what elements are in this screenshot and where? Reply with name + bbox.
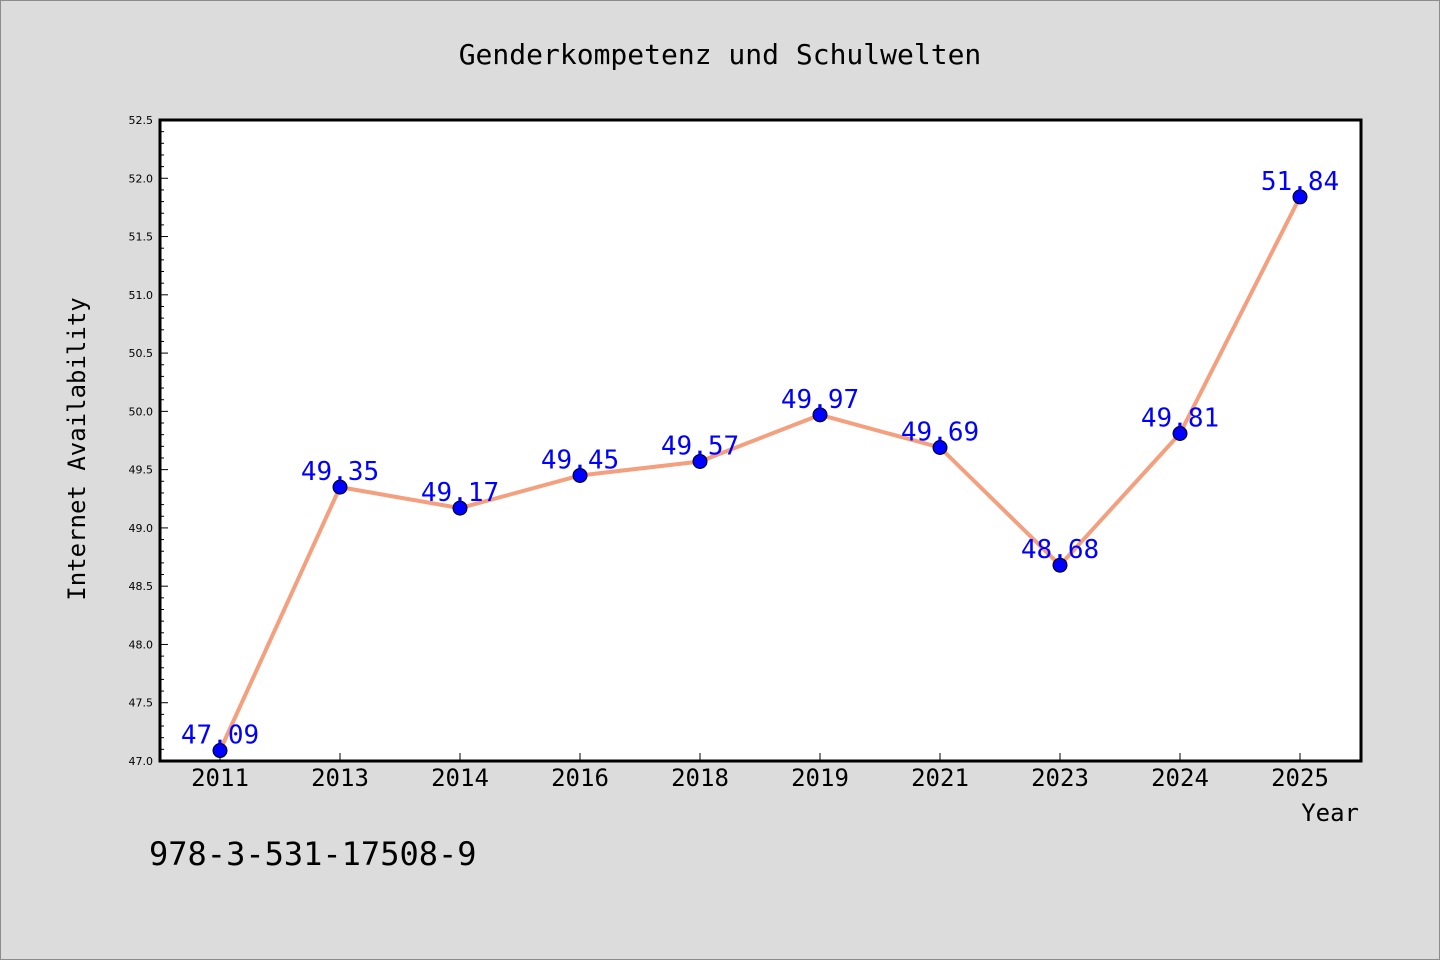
data-label: 49.45	[541, 445, 619, 475]
data-point	[572, 467, 588, 483]
y-tick-label: 51.5	[129, 231, 154, 244]
x-tick-label: 2011	[191, 764, 249, 792]
isbn-text: 978-3-531-17508-9	[149, 835, 477, 873]
x-axis-label: Year	[1301, 799, 1359, 827]
x-tick-label: 2016	[551, 764, 609, 792]
data-label: 48.68	[1021, 535, 1099, 565]
x-tick-label: 2018	[671, 764, 729, 792]
data-point	[812, 407, 828, 423]
data-point	[932, 439, 948, 455]
y-tick-label: 50.5	[129, 347, 154, 360]
data-label: 49.69	[901, 417, 979, 447]
data-markers	[212, 189, 1308, 759]
y-tick-label: 47.0	[129, 755, 154, 768]
x-axis: 2011 2013 2014 2016 2018 2019 2021 2023 2024 2025	[191, 753, 1329, 792]
data-point	[332, 479, 348, 495]
data-label: 49.17	[421, 478, 499, 508]
x-tick-label: 2014	[431, 764, 489, 792]
y-axis-label: Internet Availability	[63, 297, 91, 600]
y-tick-label: 50.0	[129, 405, 154, 418]
series-line	[218, 196, 1302, 752]
data-label: 49.97	[781, 385, 859, 415]
y-tick-label: 48.0	[129, 638, 154, 651]
chart-title: Genderkompetenz und Schulwelten	[459, 38, 982, 71]
x-tick-label: 2013	[311, 764, 369, 792]
y-tick-label: 49.0	[129, 522, 154, 535]
data-point	[1172, 426, 1188, 442]
data-label: 49.81	[1141, 404, 1219, 434]
y-tick-label: 52.0	[129, 172, 154, 185]
y-axis: 47.0 47.5 48.0 48.5 49.0 49.5 50.0 50.5 51.0 51.5…	[129, 114, 168, 768]
data-point	[692, 453, 708, 469]
y-tick-label: 49.5	[129, 464, 154, 477]
y-tick-label: 52.5	[129, 114, 154, 127]
data-point	[1052, 557, 1068, 573]
data-label: 51.84	[1261, 167, 1339, 197]
data-label: 49.57	[661, 431, 739, 461]
x-tick-label: 2021	[911, 764, 969, 792]
data-labels: 47.09 49.35 49.17 49.45 49.57 49.97 49.69 48.68…	[181, 167, 1339, 751]
data-point	[452, 500, 468, 516]
x-tick-label: 2019	[791, 764, 849, 792]
data-point	[1292, 189, 1308, 205]
x-tick-label: 2025	[1271, 764, 1329, 792]
x-tick-label: 2023	[1031, 764, 1089, 792]
data-label: 49.35	[301, 457, 379, 487]
x-tick-label: 2024	[1151, 764, 1209, 792]
y-tick-label: 48.5	[129, 580, 154, 593]
data-label: 47.09	[181, 721, 259, 751]
y-tick-label: 47.5	[129, 697, 154, 710]
plot-area	[158, 118, 1363, 763]
y-tick-label: 51.0	[129, 289, 154, 302]
data-point	[212, 743, 228, 759]
